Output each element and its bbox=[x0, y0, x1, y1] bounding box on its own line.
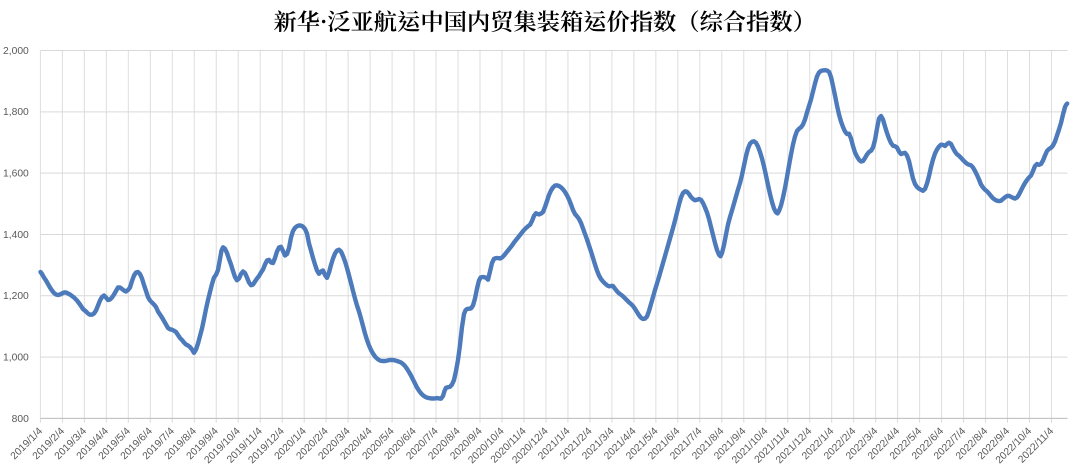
svg-text:1,400: 1,400 bbox=[3, 230, 29, 241]
svg-text:1,800: 1,800 bbox=[3, 107, 29, 118]
svg-text:1,600: 1,600 bbox=[3, 169, 29, 180]
svg-text:2,000: 2,000 bbox=[3, 46, 29, 57]
svg-text:1,000: 1,000 bbox=[3, 353, 29, 364]
svg-text:800: 800 bbox=[12, 414, 29, 425]
svg-text:1,200: 1,200 bbox=[3, 291, 29, 302]
